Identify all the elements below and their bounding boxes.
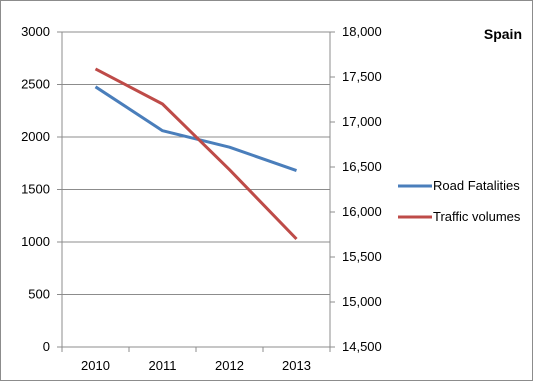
gridlines: [62, 31, 330, 295]
left-axis-tick-label: 500: [28, 287, 50, 302]
left-axis-tick-label: 2500: [21, 77, 50, 92]
x-axis-tick-label: 2012: [215, 358, 244, 373]
right-axis-tick-label: 15,000: [342, 294, 382, 309]
series-line-traffic-volumes: [94, 67, 298, 241]
series-line-road-fatalities: [94, 85, 297, 173]
legend-label-traffic-volumes: Traffic volumes: [433, 209, 521, 224]
legend-label-road-fatalities: Road Fatalities: [433, 178, 520, 193]
left-axis-tick-label: 3000: [21, 24, 50, 39]
x-axis-tick-label: 2010: [81, 358, 110, 373]
axes: [57, 31, 335, 352]
series-lines: [94, 67, 298, 241]
right-axis-tick-label: 15,500: [342, 249, 382, 264]
left-axis-tick-label: 1500: [21, 182, 50, 197]
right-axis-tick-label: 18,000: [342, 24, 382, 39]
right-axis-tick-label: 17,000: [342, 114, 382, 129]
chart-title: Spain: [484, 26, 522, 42]
left-axis-tick-label: 1000: [21, 234, 50, 249]
left-axis-tick-label: 0: [43, 339, 50, 354]
x-axis-tick-label: 2013: [282, 358, 311, 373]
tick-labels: 0 500 1000 1500 2000 2500 3000 14,500 15,000 15,5…: [21, 24, 382, 373]
left-axis-tick-label: 2000: [21, 129, 50, 144]
right-axis-tick-label: 16,000: [342, 204, 382, 219]
right-axis-tick-label: 16,500: [342, 159, 382, 174]
right-axis-tick-label: 14,500: [342, 339, 382, 354]
legend: Road Fatalities Traffic volumes: [398, 178, 521, 224]
x-axis-tick-label: 2011: [149, 358, 177, 373]
right-axis-tick-label: 17,500: [342, 69, 382, 84]
